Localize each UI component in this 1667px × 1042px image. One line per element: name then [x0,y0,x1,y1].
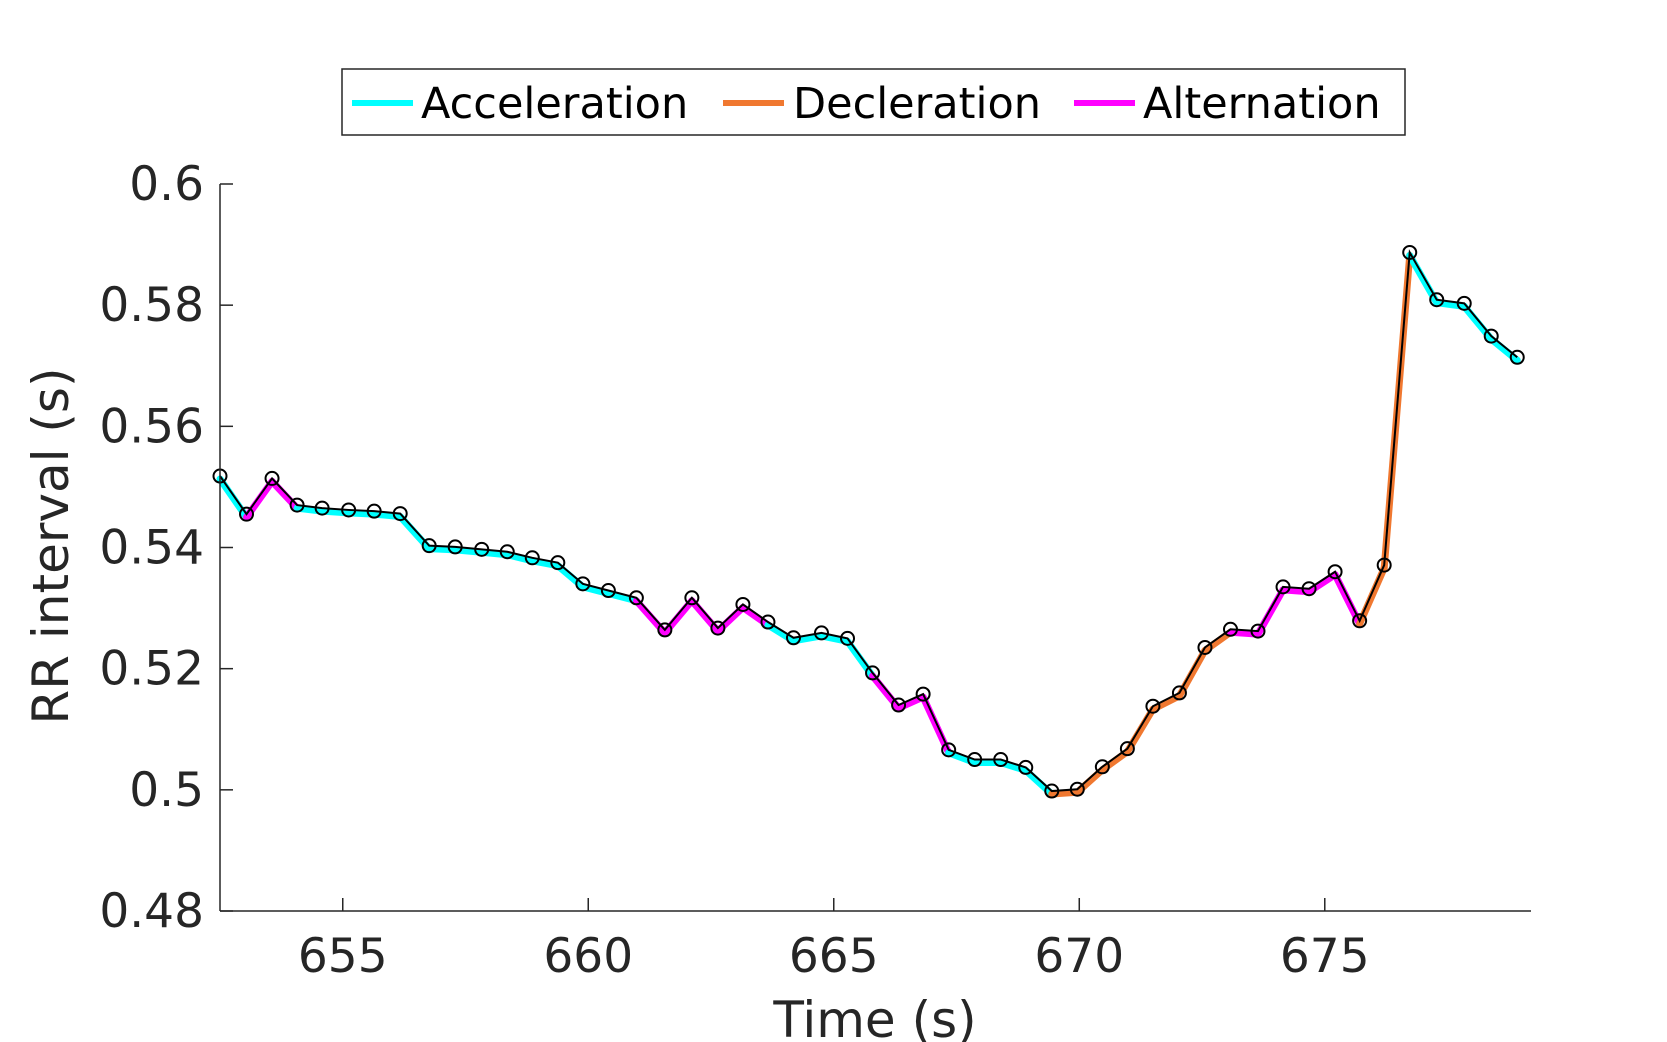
rr-point [341,502,357,518]
rr-point [314,500,330,516]
rr-point [891,697,907,713]
rr-point [1250,623,1266,639]
rr-point [1197,639,1213,655]
rr-markers [212,244,1525,799]
rr-point [1352,613,1368,629]
y-tick-label: 0.48 [99,884,204,939]
rr-point [366,503,382,519]
rr-point [1018,759,1034,775]
y-tick-label: 0.5 [129,763,204,818]
rr-point [524,550,540,566]
legend-label-deceleration: Decleration [793,79,1041,129]
acceleration-segment [425,545,459,554]
legend-box [341,68,1406,136]
rr-point [600,583,616,599]
alternation-segment [919,693,953,757]
rr-point [710,620,726,636]
rr-point [1509,349,1525,365]
rr-point [735,596,751,612]
rr-point [474,541,490,557]
acceleration-segment [554,562,587,591]
y-tick-label: 0.54 [99,521,204,576]
rr-point [1483,328,1499,344]
rr-point [1429,292,1445,308]
rr-point [657,622,673,638]
rr-point [760,614,776,630]
acceleration-segment [396,513,433,553]
rr-point [1327,564,1343,580]
rr-point [1069,781,1085,797]
rr-point [967,752,983,768]
acceleration-segment [293,504,326,515]
rr-point [1456,295,1472,311]
y-axis-title: RR interval (s) [22,368,80,725]
rr-point [289,497,305,513]
rr-point [813,625,829,641]
alternation-segment [869,672,903,712]
acceleration-segment [345,509,378,518]
rr-point [1223,621,1239,637]
rr-point [499,544,515,560]
alternation-segment [632,597,669,637]
legend: Acceleration Decleration Alternation [341,68,1406,136]
y-tick-label: 0.52 [99,642,204,697]
alternation-segment [1279,586,1313,596]
x-tick-label: 670 [1034,929,1124,984]
rr-point [1402,244,1418,260]
rr-line [219,249,1518,793]
y-tick-label: 0.6 [129,157,204,212]
deceleration-segment [1073,766,1106,796]
alternation-segment [714,603,747,635]
acceleration-segment [844,637,877,680]
legend-label-acceleration: Acceleration [421,79,688,129]
rr-point [915,686,931,702]
deceleration-segment [1048,788,1081,798]
rr-point [941,742,957,758]
rr-series [219,249,1518,793]
acceleration-segment [1022,766,1056,798]
x-tick-label: 655 [298,929,388,984]
alternation-segment [688,597,722,635]
rr-point [264,470,280,486]
acceleration-segment [1487,335,1521,364]
rr-point [392,506,408,522]
rr-point [865,665,881,681]
y-tick-label: 0.56 [99,399,204,454]
x-tick-label: 675 [1280,929,1370,984]
rr-point [840,630,856,646]
rr-point [1171,685,1187,701]
rr-point [786,630,802,646]
alternation-segment [243,477,276,521]
rr-point [684,590,700,606]
rr-point [1376,557,1392,573]
alternation-segment [268,477,301,512]
rr-point [1094,759,1110,775]
y-tick-label: 0.58 [99,278,204,333]
rr-point [575,576,591,592]
rr-point [1145,698,1161,714]
rr-point [447,539,463,555]
rr-point [1275,579,1291,595]
acceleration-segment [478,548,511,559]
rr-point [421,538,437,554]
rr-point [628,590,644,606]
deceleration-segment [1356,564,1388,628]
rr-point [239,506,255,522]
rr-point [550,555,566,571]
acceleration-segment [1460,302,1495,343]
y-ticks: 0.48 0.5 0.52 0.54 0.56 0.58 0.6 [99,157,233,939]
rr-point [1119,741,1135,757]
rr-point [1301,581,1317,597]
x-ticks: 655 660 665 670 675 [298,898,1370,984]
x-tick-label: 665 [789,929,879,984]
x-tick-label: 660 [543,929,633,984]
legend-label-alternation: Alternation [1143,79,1381,129]
rr-point [993,752,1009,768]
x-axis-title: Time (s) [772,991,976,1042]
alternation-segment [661,597,696,637]
rr-point [1044,783,1060,799]
